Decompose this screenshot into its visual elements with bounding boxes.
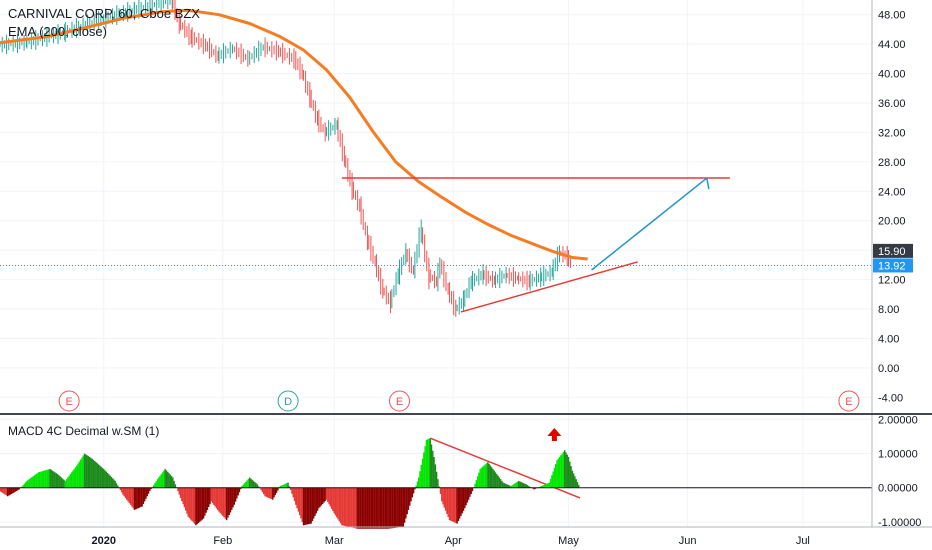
price-grid	[0, 0, 872, 527]
x-tick-label: May	[558, 535, 579, 547]
event-marker-icon[interactable]	[58, 390, 80, 412]
event-marker-label: E	[396, 396, 403, 408]
y-tick-label: 40.00	[878, 69, 906, 81]
y-tick-label: 24.00	[878, 186, 906, 198]
arrow-up-icon	[547, 428, 562, 441]
projection-line-end	[706, 177, 710, 190]
macd-tick-label: 1.00000	[878, 449, 918, 461]
ema-line	[0, 8, 588, 261]
y-tick-label: 28.00	[878, 157, 906, 169]
event-marker-label: E	[65, 396, 72, 408]
ema-series	[0, 8, 588, 261]
ema-legend[interactable]: EMA (200, close)	[8, 24, 107, 39]
x-tick-label: Jun	[679, 535, 697, 547]
projection-line	[591, 177, 708, 271]
y-tick-label: -4.00	[878, 392, 903, 404]
y-tick-label: 48.00	[878, 10, 906, 22]
y-tick-label: 36.00	[878, 98, 906, 110]
x-tick-label: Mar	[325, 535, 344, 547]
price-label: 13.92	[878, 260, 906, 272]
y-tick-label: 32.00	[878, 127, 906, 139]
y-tick-label: 44.00	[878, 39, 906, 51]
event-marker-icon[interactable]	[277, 390, 299, 412]
y-tick-label: 0.00	[878, 363, 899, 375]
y-tick-label: 20.00	[878, 216, 906, 228]
macd-histogram	[0, 438, 872, 529]
x-tick-label: Apr	[445, 535, 462, 547]
price-series	[0, 0, 571, 317]
chart-title[interactable]: CARNIVAL CORP, 60, Cboe BZX	[8, 6, 200, 21]
price-label-box	[873, 243, 913, 258]
price-label-box	[873, 258, 913, 273]
x-tick-label: 2020	[91, 535, 115, 547]
x-tick-label: Jul	[796, 535, 810, 547]
y-tick-label: 8.00	[878, 304, 899, 316]
event-marker-label: E	[845, 396, 852, 408]
macd-tick-label: 2.00000	[878, 414, 918, 426]
y-tick-label: 4.00	[878, 333, 899, 345]
price-label: 15.90	[878, 246, 906, 258]
support-line	[460, 261, 638, 313]
event-marker-label: D	[284, 396, 292, 408]
macd-tick-label: 0.00000	[878, 483, 918, 495]
event-marker-icon[interactable]	[838, 390, 860, 412]
x-tick-label: Feb	[213, 535, 232, 547]
macd-tick-label: -1.00000	[878, 517, 921, 529]
event-marker-icon[interactable]	[389, 390, 411, 412]
macd-legend[interactable]: MACD 4C Decimal w.SM (1)	[8, 424, 160, 438]
y-tick-label: 12.00	[878, 275, 906, 287]
